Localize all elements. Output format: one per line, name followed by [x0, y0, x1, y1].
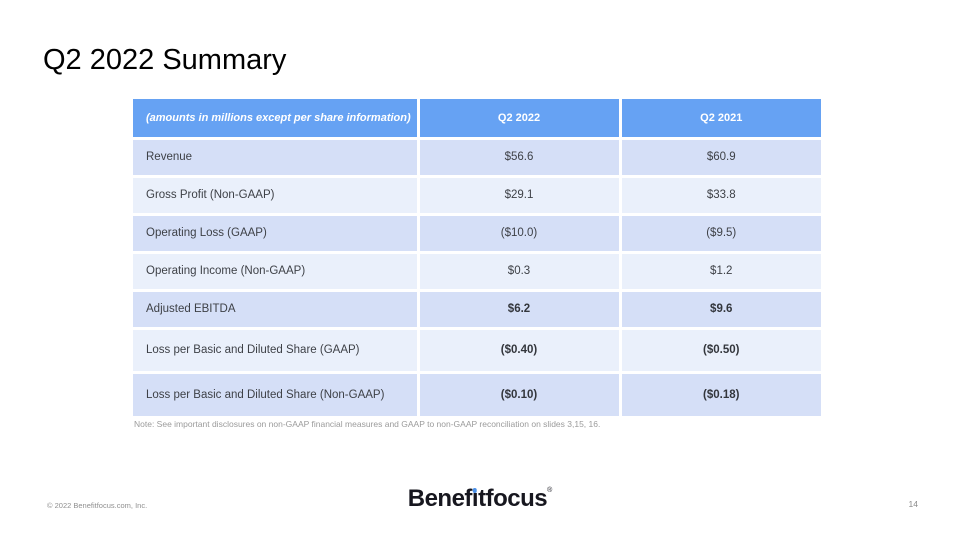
row-label: Operating Loss (GAAP)	[133, 212, 420, 254]
row-label: Loss per Basic and Diluted Share (Non-GA…	[133, 370, 420, 416]
logo-i-stem: ı	[471, 485, 479, 512]
row-label: Operating Income (Non-GAAP)	[133, 250, 420, 292]
row-label: Adjusted EBITDA	[133, 288, 420, 330]
page-number: 14	[908, 499, 918, 509]
header-q2-2021: Q2 2021	[618, 99, 821, 140]
value-q2-2021: $1.2	[618, 250, 821, 292]
value-q2-2021: $33.8	[618, 174, 821, 216]
table-row-adjusted-ebitda: Adjusted EBITDA $6.2 $9.6	[133, 288, 821, 330]
benefitfocus-logo: Benefı tfocus®	[407, 485, 553, 512]
logo-letter-i: ı	[471, 485, 479, 512]
row-label: Loss per Basic and Diluted Share (GAAP)	[133, 326, 420, 374]
registered-trademark-icon: ®	[547, 487, 553, 494]
row-label: Gross Profit (Non-GAAP)	[133, 174, 420, 216]
value-q2-2021: ($0.50)	[618, 326, 821, 374]
value-q2-2022: ($0.40)	[416, 326, 622, 374]
table-row-gross-profit: Gross Profit (Non-GAAP) $29.1 $33.8	[133, 174, 821, 216]
footnote: Note: See important disclosures on non-G…	[134, 419, 601, 429]
value-q2-2022: ($10.0)	[416, 212, 622, 254]
value-q2-2021: $9.6	[618, 288, 821, 330]
table-row-loss-per-share-gaap: Loss per Basic and Diluted Share (GAAP) …	[133, 326, 821, 374]
value-q2-2022: $6.2	[416, 288, 622, 330]
copyright-text: © 2022 Benefitfocus.com, Inc.	[47, 501, 148, 510]
row-label: Revenue	[133, 136, 420, 178]
financial-summary-table: (amounts in millions except per share in…	[133, 99, 821, 416]
value-q2-2022: $56.6	[416, 136, 622, 178]
page-title: Q2 2022 Summary	[43, 44, 287, 76]
table-row-loss-per-share-non-gaap: Loss per Basic and Diluted Share (Non-GA…	[133, 370, 821, 416]
blue-dot-icon	[472, 488, 477, 493]
value-q2-2021: ($0.18)	[618, 370, 821, 416]
value-q2-2022: $29.1	[416, 174, 622, 216]
header-amounts-note: (amounts in millions except per share in…	[133, 99, 420, 140]
value-q2-2022: $0.3	[416, 250, 622, 292]
logo-text-prefix: Benef	[407, 485, 473, 512]
value-q2-2021: $60.9	[618, 136, 821, 178]
value-q2-2022: ($0.10)	[416, 370, 622, 416]
table-row-revenue: Revenue $56.6 $60.9	[133, 136, 821, 178]
table-row-operating-loss: Operating Loss (GAAP) ($10.0) ($9.5)	[133, 212, 821, 254]
table-header-row: (amounts in millions except per share in…	[133, 99, 821, 140]
logo-text-suffix: tfocus	[478, 485, 548, 512]
table-row-operating-income: Operating Income (Non-GAAP) $0.3 $1.2	[133, 250, 821, 292]
header-q2-2022: Q2 2022	[416, 99, 622, 140]
value-q2-2021: ($9.5)	[618, 212, 821, 254]
